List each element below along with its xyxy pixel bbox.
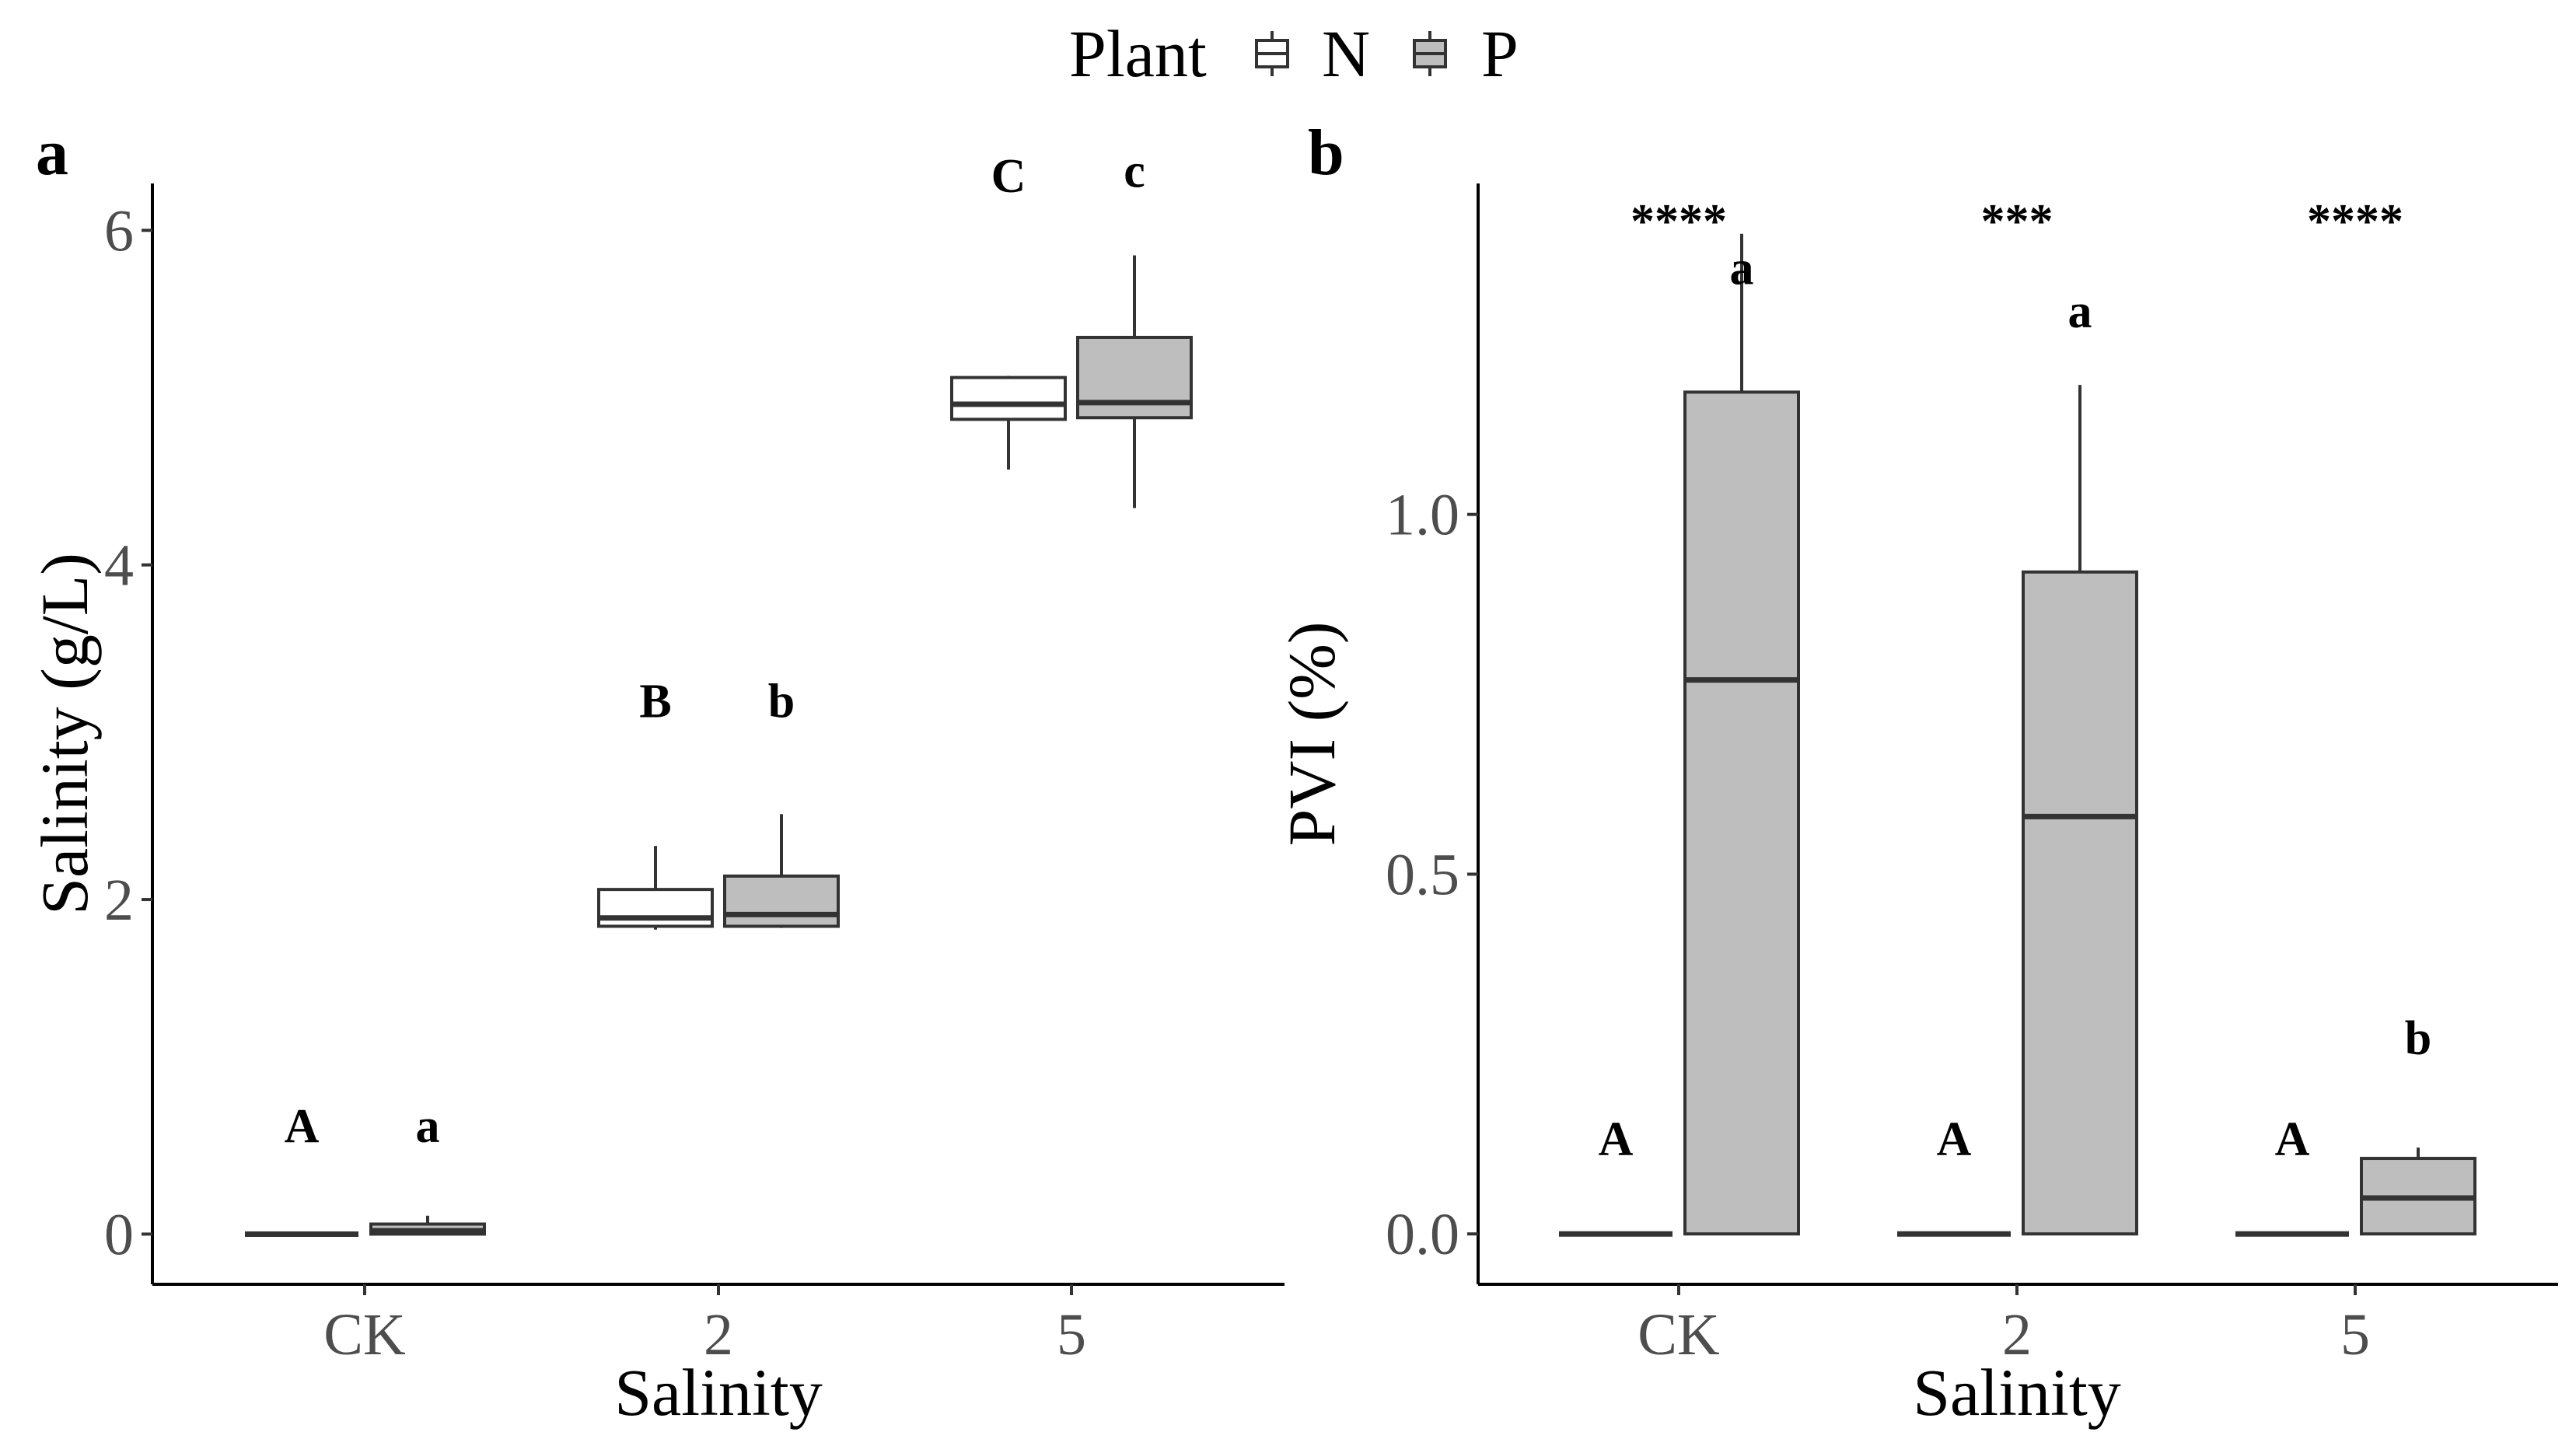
legend-label-P: P: [1481, 16, 1519, 91]
panel-a-y-tick-label: 0: [104, 1202, 134, 1267]
panel-a-y-tick-label: 2: [104, 868, 134, 933]
panel-b-significance-letter: A: [2275, 1112, 2310, 1165]
box-body: [1076, 335, 1193, 420]
panel-a-box-P-5: [1076, 255, 1193, 508]
panel-b-y-ticks: 0.0 0.5 1.0: [1386, 483, 1478, 1267]
panel-a-x-axis-title: Salinity: [614, 1355, 823, 1430]
panel-a-y-ticks: 0 2 4 6: [104, 198, 152, 1267]
panel-a-significance-letter: B: [639, 675, 671, 728]
panel-b-significance-stars: ****: [2307, 195, 2403, 248]
panel-b-significance-letter: a: [2068, 285, 2092, 338]
panel-a-box-N-2: [597, 846, 714, 930]
box-body: [597, 888, 714, 928]
panel-b-y-tick-label: 0.0: [1386, 1202, 1459, 1267]
box-body: [723, 874, 840, 928]
panel-b-x-tick-label: CK: [1638, 1302, 1720, 1367]
panel-a-y-tick-label: 6: [104, 198, 134, 264]
panel-b-significance-letter: a: [1730, 243, 1754, 295]
panel-b-significance-letter: A: [1937, 1112, 1972, 1165]
panel-b-box-P-CK: [1683, 233, 1800, 1236]
panel-b-y-axis-title: PVI (%): [1274, 622, 1349, 847]
panel-a-y-tick-label: 4: [104, 533, 134, 599]
legend: Plant N P: [1069, 16, 1519, 91]
panel-a-box-N-5: [950, 375, 1067, 470]
panel-b-x-tick-label: 5: [2340, 1302, 2370, 1367]
panel-b-significance-letter: A: [1599, 1112, 1634, 1165]
panel-b-significance-stars: ***: [1981, 195, 2053, 248]
panel-a-x-tick-label: 5: [1057, 1302, 1086, 1367]
panel-a-x-tick-label: 2: [704, 1302, 733, 1367]
box-body: [2022, 570, 2138, 1236]
panel-b-y-tick-label: 0.5: [1386, 842, 1459, 907]
legend-title: Plant: [1069, 16, 1207, 91]
panel-b-significance-stars: ****: [1631, 195, 1727, 248]
panel-a-significance-letter: A: [285, 1100, 320, 1153]
legend-key-P: [1413, 31, 1447, 76]
panel-a-significance-letter: C: [991, 150, 1026, 203]
panel-b-significance-letter: b: [2405, 1012, 2431, 1065]
box-body: [1683, 390, 1800, 1236]
panel-b-x-tick-label: 2: [2002, 1302, 2032, 1367]
panel-b-y-tick-label: 1.0: [1386, 483, 1459, 548]
panel-a-x-ticks: CK 2 5: [323, 1284, 1086, 1367]
panel-a-significance-letter: c: [1124, 145, 1145, 197]
box-body: [950, 375, 1067, 421]
panel-b-x-axis-title: Salinity: [1913, 1355, 2121, 1430]
panel-a-box-P-CK: [369, 1215, 486, 1236]
panel-a-significance-letter: b: [768, 675, 795, 728]
legend-label-N: N: [1322, 16, 1370, 91]
panel-a-x-tick-label: CK: [323, 1302, 406, 1367]
panel-a-box-P-2: [723, 814, 840, 928]
panel-a-y-axis-title: Salinity (g/L): [27, 553, 102, 915]
panel-a-letter: a: [36, 117, 68, 189]
panel-b-x-ticks: CK 2 5: [1638, 1284, 2370, 1367]
panel-b-box-P-2: [2022, 385, 2138, 1236]
legend-key-N: [1255, 31, 1289, 76]
panel-b-box-P-5: [2360, 1147, 2476, 1236]
panel-a-significance-letter: a: [416, 1100, 440, 1153]
panel-b-letter: b: [1308, 117, 1344, 189]
